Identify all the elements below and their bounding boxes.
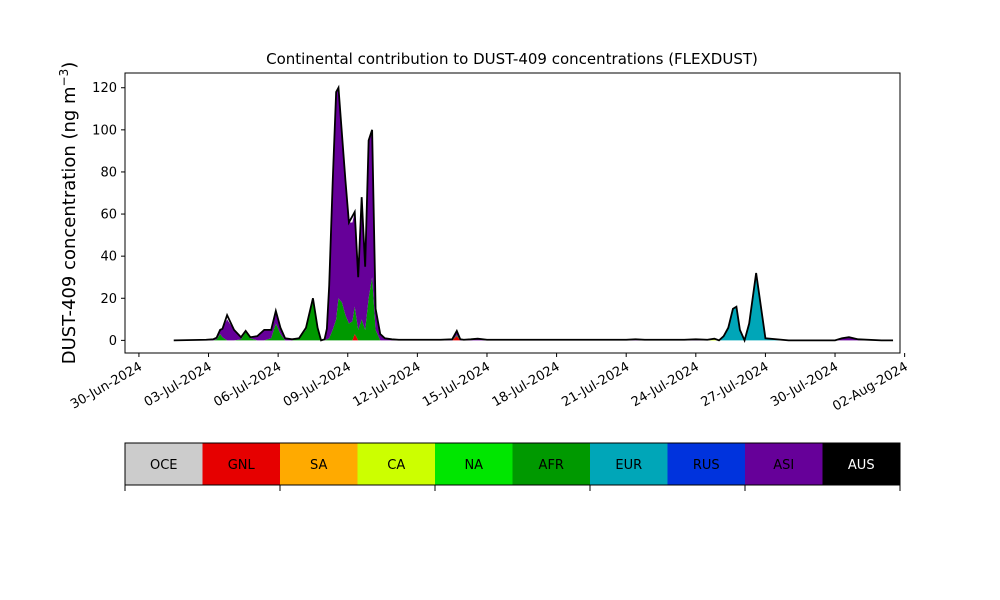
legend-swatch xyxy=(280,443,358,485)
y-tick-label: 100 xyxy=(92,123,117,138)
x-tick-label: 18-Jul-2024 xyxy=(490,359,563,410)
legend-item-sa: SA xyxy=(280,443,358,485)
x-tick-label: 06-Jul-2024 xyxy=(211,359,284,410)
y-tick-label: 0 xyxy=(109,334,117,349)
y-axis-label-main: DUST-409 concentration (ng m xyxy=(59,86,80,364)
legend-swatch xyxy=(357,443,436,485)
x-tick-label: 24-Jul-2024 xyxy=(629,359,702,410)
x-tick-label: 30-Jun-2024 xyxy=(68,359,145,412)
x-tick-label: 12-Jul-2024 xyxy=(351,359,424,410)
legend-label: GNL xyxy=(228,458,256,473)
legend-item-rus: RUS xyxy=(667,443,746,485)
legend-label: ASI xyxy=(773,458,794,473)
x-tick-label: 27-Jul-2024 xyxy=(699,359,772,410)
legend-item-asi: ASI xyxy=(745,443,823,485)
chart-title: Continental contribution to DUST-409 con… xyxy=(266,50,758,68)
legend-swatch xyxy=(745,443,823,485)
x-axis: 30-Jun-202403-Jul-202406-Jul-202409-Jul-… xyxy=(68,353,911,415)
legend-swatch xyxy=(125,443,203,485)
x-tick-label: 21-Jul-2024 xyxy=(559,359,632,410)
stacked-areas xyxy=(173,87,894,341)
legend-item-gnl: GNL xyxy=(202,443,281,485)
legend-label: OCE xyxy=(150,458,178,473)
legend-frame xyxy=(124,442,901,486)
legend-swatch xyxy=(667,443,746,485)
plot-frame xyxy=(124,72,901,354)
y-tick-label: 80 xyxy=(100,165,117,180)
legend-label: EUR xyxy=(615,458,642,473)
y-tick-label: 60 xyxy=(100,208,117,223)
y-axis-label: DUST-409 concentration (ng m−3) xyxy=(57,62,80,365)
legend-label: CA xyxy=(387,458,405,473)
y-axis-label-close: ) xyxy=(59,62,80,69)
legend-label: RUS xyxy=(693,458,720,473)
legend-swatch xyxy=(512,443,591,485)
x-tick-label: 03-Jul-2024 xyxy=(142,359,215,410)
legend-label: SA xyxy=(310,458,327,473)
legend-item-eur: EUR xyxy=(590,443,668,485)
area-asi xyxy=(173,87,894,341)
y-tick-label: 20 xyxy=(100,292,117,307)
y-axis: 0 20 40 60 80 100 120 xyxy=(92,81,125,349)
region-legend-bar: OCE GNL SA CA NA AFR EUR RUS ASI AUS xyxy=(124,442,901,491)
x-tick-label: 02-Aug-2024 xyxy=(830,359,910,414)
legend-swatch xyxy=(822,443,901,485)
legend-item-na: NA xyxy=(435,443,513,485)
plot-background xyxy=(125,73,900,353)
legend-swatch xyxy=(202,443,281,485)
legend-item-afr: AFR xyxy=(512,443,591,485)
y-axis-label-superscript: −3 xyxy=(57,69,71,87)
legend-item-aus: AUS xyxy=(822,443,901,485)
legend-label: NA xyxy=(464,458,483,473)
legend-swatch xyxy=(435,443,513,485)
area-afr xyxy=(173,277,894,341)
plot-area xyxy=(124,72,901,354)
y-tick-label: 120 xyxy=(92,81,117,96)
x-tick-label: 09-Jul-2024 xyxy=(281,359,354,410)
legend-item-ca: CA xyxy=(357,443,436,485)
legend-label: AUS xyxy=(848,458,875,473)
legend-label: AFR xyxy=(539,458,564,473)
x-tick-label: 15-Jul-2024 xyxy=(420,359,493,410)
total-line xyxy=(173,84,894,344)
y-tick-label: 40 xyxy=(100,250,117,265)
legend-swatch xyxy=(590,443,668,485)
legend-item-oce: OCE xyxy=(125,443,203,485)
area-gnl xyxy=(173,334,894,341)
